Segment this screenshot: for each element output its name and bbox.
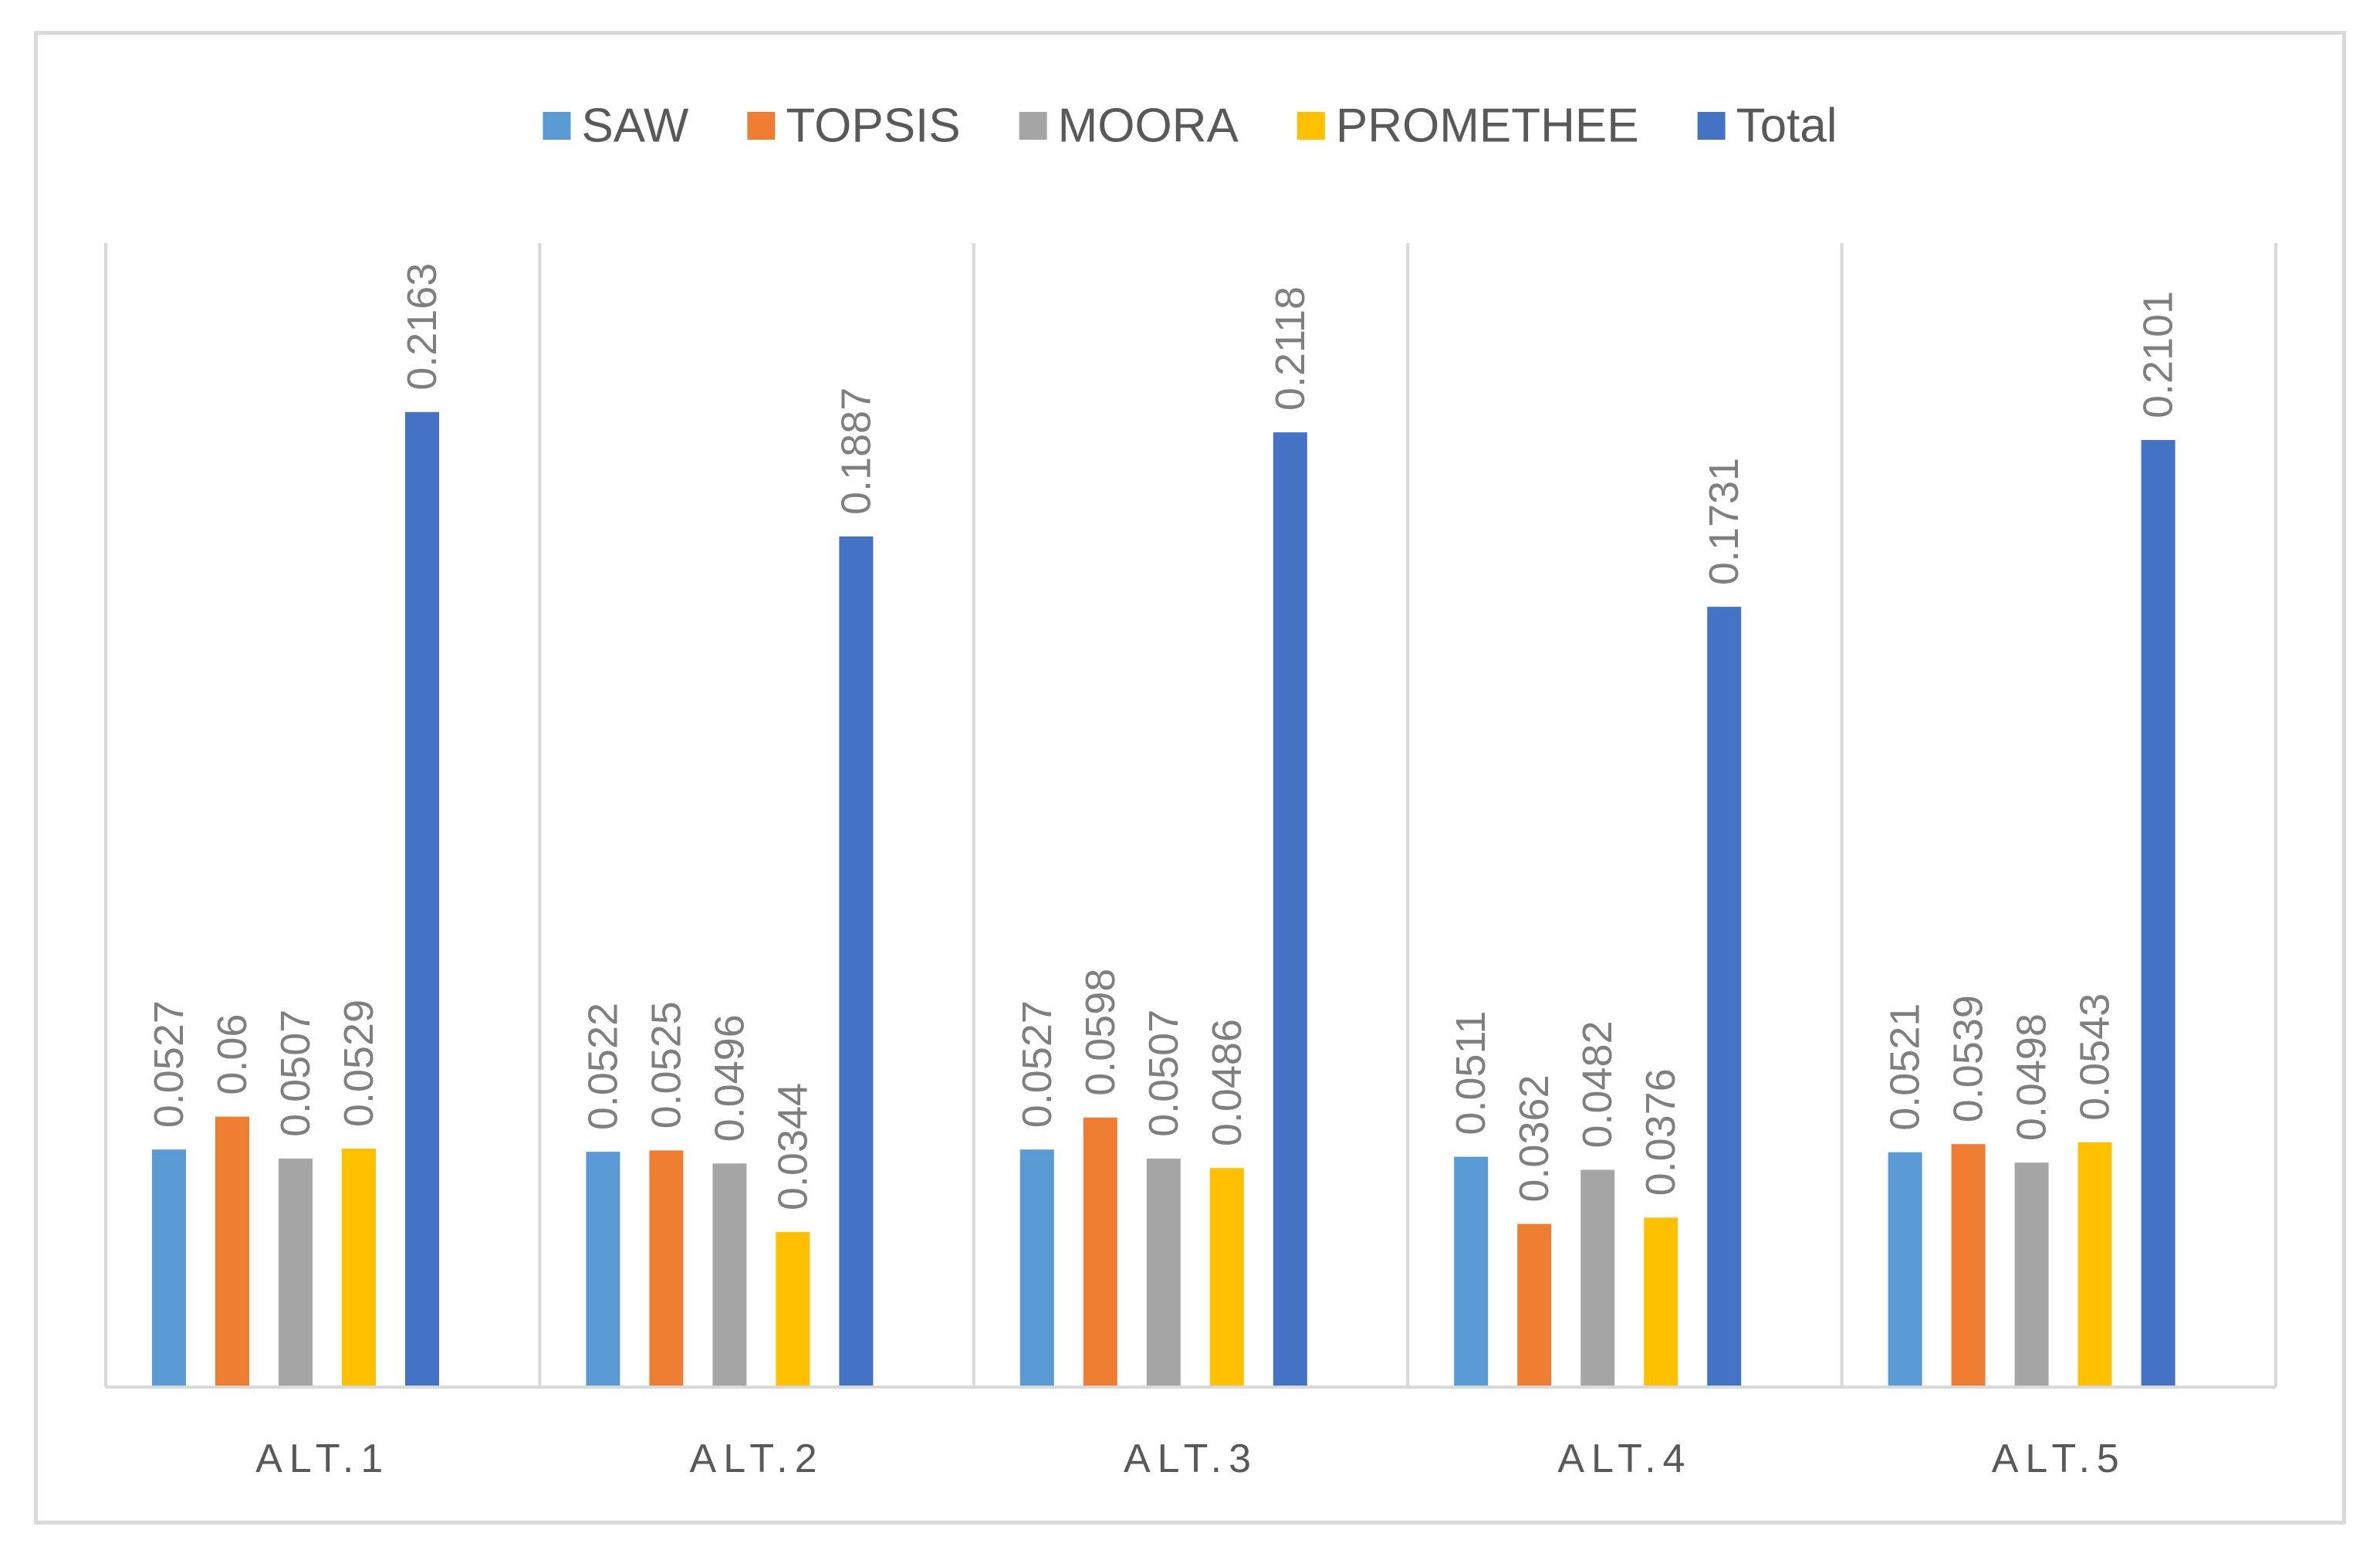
data-label-total-alt-5: 0.2101 — [2135, 291, 2182, 418]
bar-saw-alt-1 — [152, 1149, 186, 1387]
data-label-saw-alt-5: 0.0521 — [1882, 1003, 1929, 1131]
bar-promethee-alt-4 — [1644, 1217, 1679, 1387]
bar-total-alt-2 — [839, 536, 874, 1388]
bar-promethee-alt-3 — [1209, 1168, 1244, 1387]
data-label-promethee-alt-5: 0.0543 — [2072, 993, 2118, 1121]
legend-swatch-topsis — [747, 112, 776, 140]
legend-label-promethee: PROMETHEE — [1336, 100, 1639, 153]
data-label-topsis-alt-3: 0.0598 — [1077, 969, 1124, 1096]
bar-total-alt-5 — [2141, 440, 2175, 1387]
bar-saw-alt-3 — [1019, 1149, 1054, 1387]
legend-label-total: Total — [1736, 100, 1837, 153]
bar-topsis-alt-5 — [1951, 1144, 1986, 1387]
data-label-saw-alt-4: 0.0511 — [1448, 1010, 1494, 1135]
bar-moora-alt-4 — [1580, 1169, 1615, 1387]
data-label-promethee-alt-2: 0.0344 — [769, 1083, 816, 1210]
bar-saw-alt-5 — [1888, 1152, 1922, 1387]
data-label-topsis-alt-1: 0.06 — [209, 1013, 255, 1095]
x-tick-label-alt-4: ALT.4 — [1557, 1436, 1692, 1481]
data-label-total-alt-2: 0.1887 — [833, 387, 879, 515]
data-label-moora-alt-5: 0.0498 — [2009, 1013, 2055, 1141]
bar-topsis-alt-1 — [215, 1116, 249, 1387]
bar-moora-alt-3 — [1146, 1158, 1181, 1387]
bar-total-alt-3 — [1273, 432, 1307, 1387]
data-label-total-alt-4: 0.1731 — [1701, 458, 1747, 585]
bar-moora-alt-1 — [279, 1158, 313, 1387]
bar-promethee-alt-1 — [342, 1149, 376, 1387]
legend-label-moora: MOORA — [1058, 100, 1239, 153]
legend-label-saw: SAW — [581, 100, 688, 153]
data-label-saw-alt-3: 0.0527 — [1014, 1000, 1060, 1128]
legend-swatch-saw — [543, 112, 571, 140]
legend-swatch-promethee — [1296, 112, 1325, 140]
data-label-topsis-alt-5: 0.0539 — [1946, 995, 1992, 1122]
data-label-promethee-alt-3: 0.0486 — [1204, 1019, 1250, 1146]
bar-promethee-alt-2 — [776, 1232, 810, 1387]
bar-saw-alt-2 — [586, 1152, 620, 1387]
x-axis: ALT.1 ALT.2 ALT.3 ALT.4 ALT.5 — [106, 1386, 2276, 1481]
bar-moora-alt-5 — [2014, 1162, 2049, 1387]
data-label-saw-alt-2: 0.0522 — [580, 1003, 626, 1130]
data-label-topsis-alt-2: 0.0525 — [643, 1001, 689, 1129]
bar-moora-alt-2 — [712, 1163, 747, 1387]
bar-chart: 0.0527 0.06 0.0507 0.0529 0.2163 0.0522 0.0525… — [104, 100, 2277, 1481]
bar-saw-alt-4 — [1454, 1156, 1489, 1387]
chart-frame: 0.0527 0.06 0.0507 0.0529 0.2163 0.0522 0.0525… — [34, 31, 2346, 1524]
gridlines — [104, 243, 2277, 1387]
x-tick-label-alt-2: ALT.2 — [690, 1436, 824, 1481]
legend-swatch-total — [1697, 112, 1726, 140]
data-label-topsis-alt-4: 0.0362 — [1511, 1074, 1557, 1202]
data-label-promethee-alt-4: 0.0376 — [1638, 1068, 1684, 1196]
data-label-moora-alt-1: 0.0507 — [272, 1010, 319, 1137]
legend-label-topsis: TOPSIS — [786, 100, 960, 153]
bar-topsis-alt-2 — [649, 1150, 684, 1387]
bar-total-alt-1 — [405, 411, 439, 1387]
bars — [152, 411, 2175, 1388]
x-tick-label-alt-5: ALT.5 — [1992, 1436, 2126, 1481]
legend-swatch-moora — [1019, 112, 1047, 140]
x-tick-label-alt-1: ALT.1 — [255, 1436, 390, 1481]
data-label-total-alt-1: 0.2163 — [399, 263, 445, 391]
data-label-moora-alt-2: 0.0496 — [706, 1014, 752, 1142]
data-labels: 0.0527 0.06 0.0507 0.0529 0.2163 0.0522 0.0525… — [146, 263, 2182, 1210]
data-label-moora-alt-3: 0.0507 — [1141, 1010, 1187, 1137]
data-label-total-alt-3: 0.2118 — [1267, 286, 1313, 411]
data-label-moora-alt-4: 0.0482 — [1574, 1020, 1621, 1148]
bar-topsis-alt-3 — [1083, 1117, 1117, 1387]
x-tick-label-alt-3: ALT.3 — [1124, 1436, 1258, 1481]
bar-promethee-alt-5 — [2077, 1142, 2112, 1387]
legend: SAW TOPSIS MOORA PROMETHEE Total — [543, 100, 1837, 153]
bar-total-alt-4 — [1707, 607, 1742, 1387]
bar-topsis-alt-4 — [1517, 1223, 1552, 1387]
data-label-promethee-alt-1: 0.0529 — [336, 1000, 382, 1127]
data-label-saw-alt-1: 0.0527 — [146, 1000, 192, 1128]
